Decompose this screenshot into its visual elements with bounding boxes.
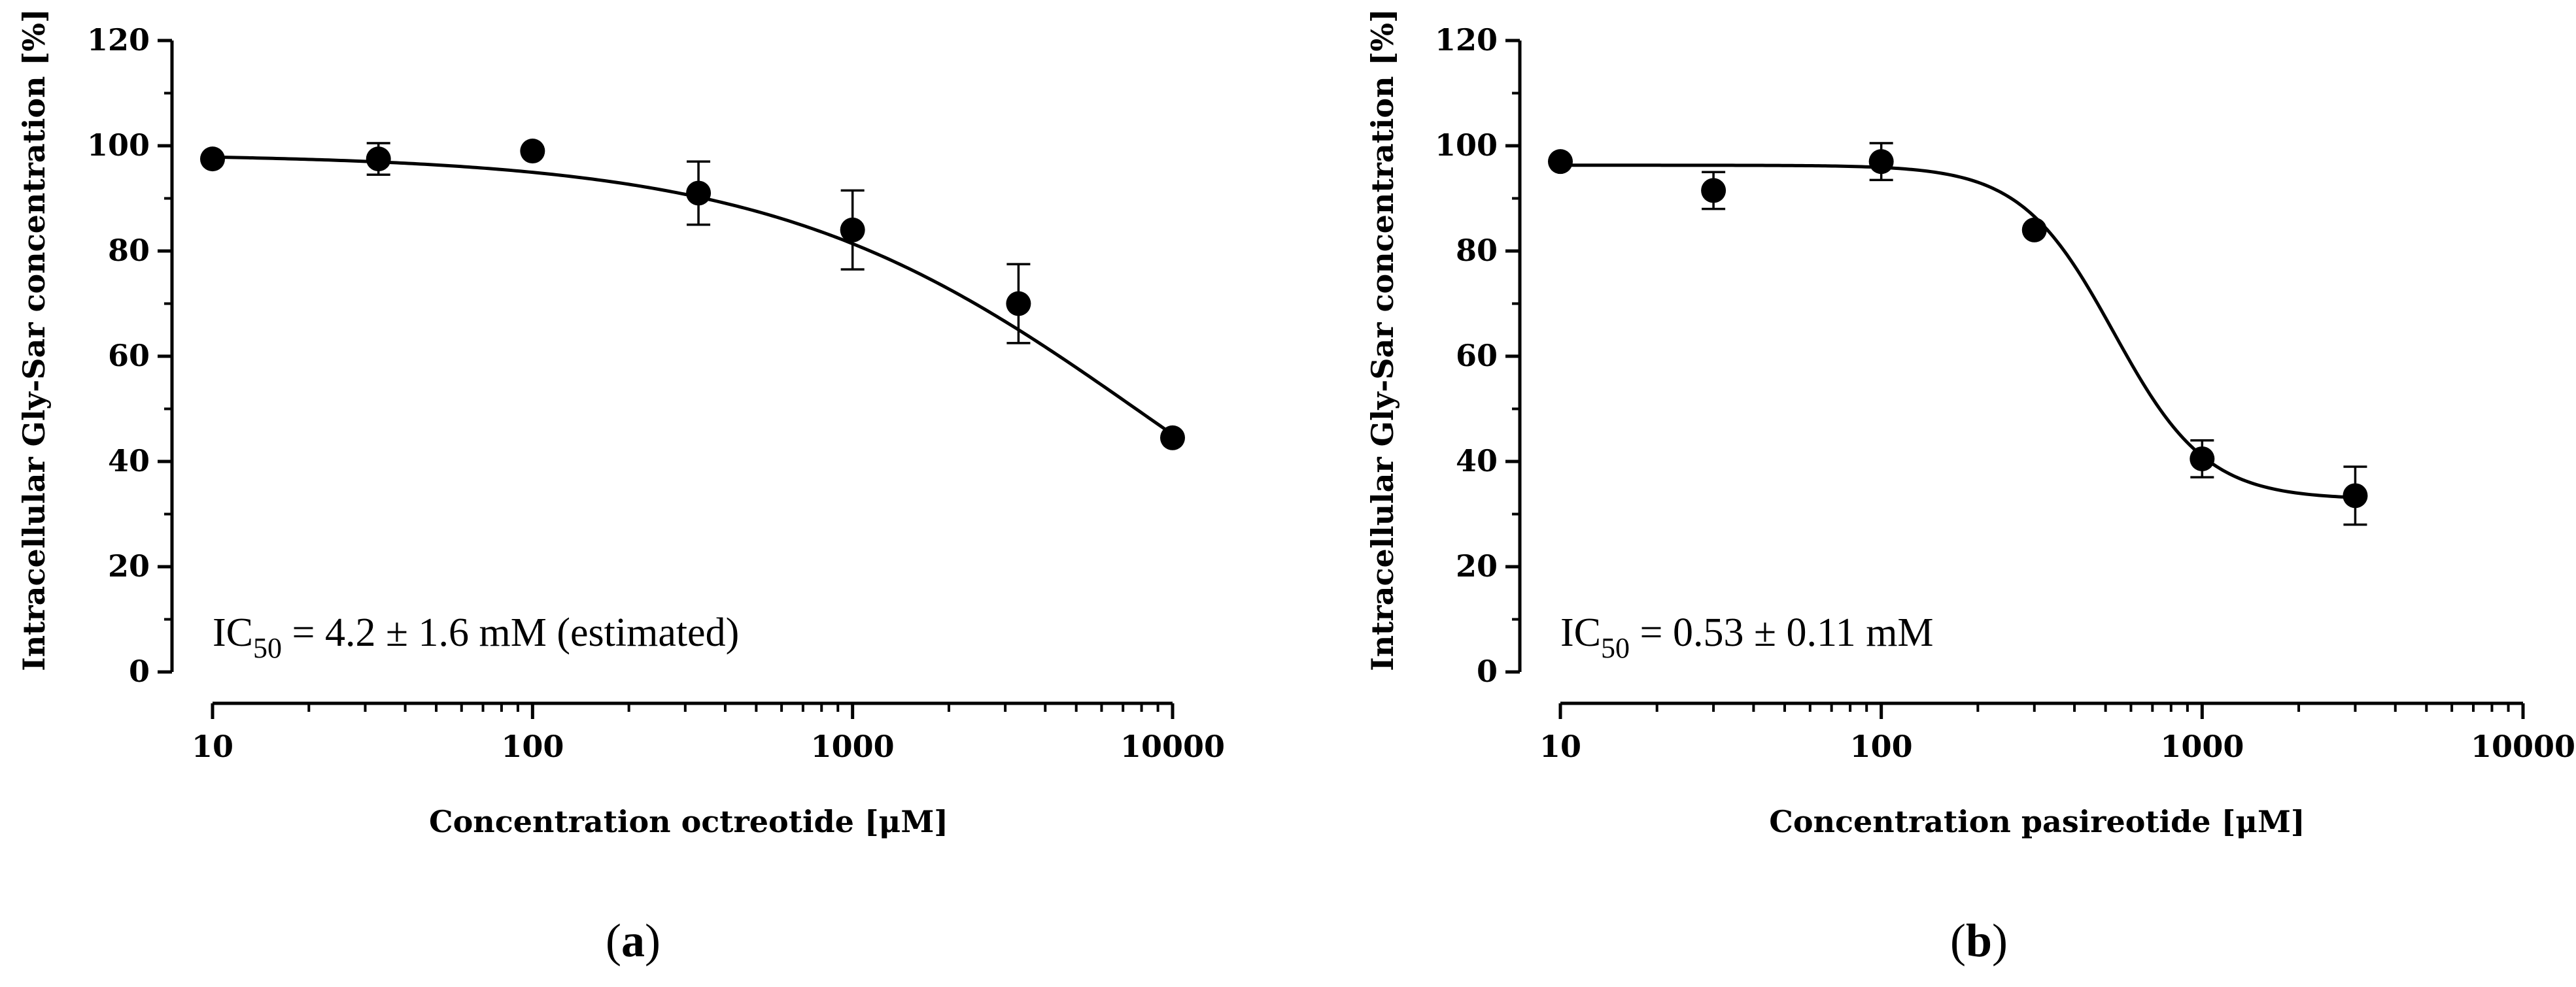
a-data-point	[840, 217, 865, 243]
b-data-point	[2021, 217, 2047, 243]
b-data-point	[1868, 149, 1894, 175]
b-fit-curve	[1560, 163, 2356, 499]
b-y-tick-label: 60	[1456, 338, 1498, 373]
a-y-tick-label: 60	[108, 338, 150, 373]
b-y-tick-label: 100	[1435, 127, 1498, 163]
b-x-tick-label: 10	[1539, 729, 1581, 764]
panel-b-chart: 0 20 40 60 80 100 120 10 100 1000 10000 Intracellu…	[1365, 8, 2575, 967]
a-data-point	[520, 139, 545, 164]
a-y-tick-label: 120	[87, 22, 150, 58]
a-data-point	[1160, 425, 1185, 450]
panel-a-label: (a)	[606, 914, 661, 967]
b-x-tick-label: 10000	[2471, 729, 2575, 764]
b-y-tick-label: 40	[1456, 443, 1498, 478]
a-y-tick-label: 20	[108, 548, 150, 584]
panel-b-x-axis-title: Concentration pasireotide [μM]	[1769, 804, 2305, 839]
a-y-tick-label: 0	[129, 654, 150, 689]
a-data-point	[686, 180, 712, 206]
panel-b-label: (b)	[1950, 914, 2008, 967]
panel-a-y-axis-title: Intracellular Gly-Sar concentration [%]	[16, 8, 52, 671]
a-data-point	[1006, 291, 1031, 316]
a-data-point	[200, 146, 225, 172]
a-x-tick-label: 1000	[811, 729, 895, 764]
b-data-point	[2343, 483, 2368, 509]
b-y-tick-label: 80	[1456, 233, 1498, 268]
panel-a-ic50-annotation: IC50 = 4.2 ± 1.6 mM (estimated)	[213, 611, 739, 664]
a-x-tick-label: 100	[501, 729, 564, 764]
b-x-tick-label: 1000	[2160, 729, 2244, 764]
a-x-tick-label: 10	[192, 729, 233, 764]
b-data-point	[1701, 178, 1726, 203]
a-y-tick-label: 100	[87, 127, 150, 163]
b-x-tick-label: 100	[1850, 729, 1913, 764]
panel-a-chart: 0 20 40 60 80 100 120 10 100 1000 10000 Intracellu…	[16, 8, 1225, 967]
a-y-tick-label: 80	[108, 233, 150, 268]
b-data-point	[2190, 446, 2215, 471]
a-data-point	[366, 146, 391, 172]
b-y-tick-label: 120	[1435, 22, 1498, 58]
panel-a-x-axis-title: Concentration octreotide [μM]	[429, 804, 948, 839]
b-y-tick-label: 0	[1477, 654, 1498, 689]
a-y-tick-label: 40	[108, 443, 150, 478]
a-x-tick-label: 10000	[1120, 729, 1225, 764]
panel-b-ic50-annotation: IC50 = 0.53 ± 0.11 mM	[1560, 611, 1934, 664]
b-y-tick-label: 20	[1456, 548, 1498, 584]
b-data-point	[1548, 149, 1573, 175]
panel-b-y-axis-title: Intracellular Gly-Sar concentration [%]	[1365, 8, 1400, 671]
